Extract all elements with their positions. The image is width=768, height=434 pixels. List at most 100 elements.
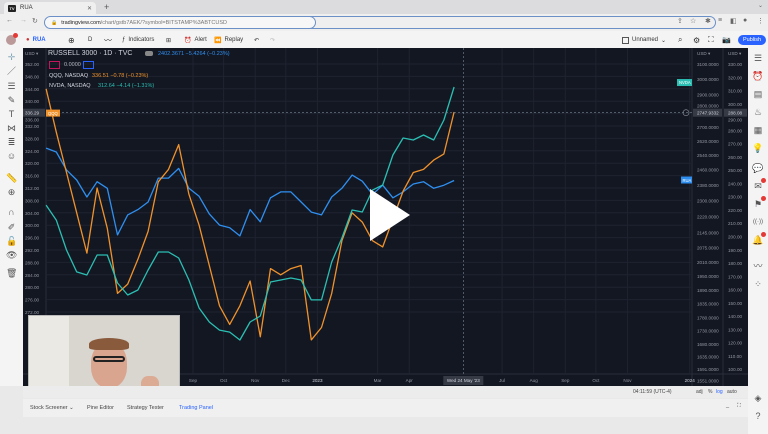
right-axis2-tick-label: 150.00 xyxy=(728,301,742,306)
rua-tag-bg xyxy=(681,176,692,184)
brush-icon[interactable]: ✎ xyxy=(7,95,16,105)
undo-button[interactable]: ↶ xyxy=(254,35,259,45)
forward-icon[interactable]: → xyxy=(20,17,27,24)
nvda-line[interactable] xyxy=(45,86,455,341)
stay-drawing-icon[interactable]: ✐ xyxy=(7,222,16,232)
address-bar-extent[interactable] xyxy=(300,16,716,29)
messages-icon[interactable]: ✉ xyxy=(752,178,766,192)
video-play-button[interactable] xyxy=(370,189,410,241)
crosshair-icon[interactable]: ✛ xyxy=(7,52,16,62)
ideas-stream-icon[interactable]: ⚑ xyxy=(752,196,766,210)
alert-button[interactable]: ⏰ Alert xyxy=(184,35,207,45)
indicators-button[interactable]: ƒ Indicators xyxy=(122,35,154,45)
chats-icon[interactable]: 💬 xyxy=(752,163,764,173)
alarm-clock-icon[interactable]: ⏰ xyxy=(752,71,764,81)
pattern-icon[interactable]: ⋈ xyxy=(7,123,16,133)
left-price-axis[interactable] xyxy=(23,48,46,374)
help-icon[interactable]: ? xyxy=(755,411,761,421)
tab-stock-screener[interactable]: Stock Screener ⌄ xyxy=(30,405,74,411)
text-icon[interactable]: T xyxy=(8,109,15,119)
qqq-name[interactable]: QQQ, NASDAQ xyxy=(49,73,89,79)
lock-icon[interactable]: 🔓 xyxy=(6,236,18,246)
notifications-bell-icon[interactable]: 🔔 xyxy=(752,232,766,246)
tab-pine-editor[interactable]: Pine Editor xyxy=(87,405,114,411)
left-axis-tick-label: 348.00 xyxy=(25,74,39,79)
adj-toggle[interactable]: adj xyxy=(696,389,703,395)
chart-type-button[interactable]: 〰 xyxy=(104,35,112,45)
clock-time[interactable]: 04:11:59 (UTC-4) xyxy=(633,389,672,395)
fib-retracement-icon[interactable]: ☰ xyxy=(7,81,16,91)
templates-button[interactable]: ⊞ xyxy=(166,35,171,45)
interval-button[interactable]: D xyxy=(88,35,92,45)
right-axis1-tick-label: 1835.0000 xyxy=(697,302,719,307)
trend-line-icon[interactable]: ／ xyxy=(6,66,16,76)
zoom-in-icon[interactable]: ⊕ xyxy=(7,187,16,197)
side-panel-icon[interactable]: ◧ xyxy=(730,18,737,25)
log-toggle[interactable]: log xyxy=(716,389,723,395)
trash-icon[interactable]: 🗑 xyxy=(6,268,18,278)
notes-icon[interactable]: ▤ xyxy=(753,89,763,99)
wave-icon[interactable]: 〰 xyxy=(753,261,763,271)
icons-tool-icon[interactable]: ☺ xyxy=(6,151,17,161)
eye-toggle-icon[interactable] xyxy=(145,51,153,56)
browser-menu-icon[interactable]: ⋮ xyxy=(757,18,764,25)
address-bar[interactable]: 🔒 tradingview.com /chart/gstb7AEK/?symbo… xyxy=(44,16,316,29)
auto-toggle[interactable]: auto xyxy=(727,389,737,395)
right-axis2-tick-label: 270.00 xyxy=(728,142,742,147)
nvda-tag-bg xyxy=(677,79,692,87)
symbol-search-button[interactable]: ● RUA xyxy=(26,35,46,45)
tab-strategy-tester[interactable]: Strategy Tester xyxy=(127,405,164,411)
compare-color-box-blue[interactable] xyxy=(83,61,94,69)
reload-icon[interactable]: ↻ xyxy=(32,18,38,25)
compare-symbol-button[interactable]: ⊕ xyxy=(68,35,75,45)
media-icon[interactable]: ≡ xyxy=(718,17,723,24)
new-tab-icon[interactable]: + xyxy=(104,2,110,12)
lightbulb-icon[interactable]: 💡 xyxy=(752,143,764,153)
chevron-down-icon: ⌄ xyxy=(661,37,667,44)
redo-button[interactable]: ↷ xyxy=(270,35,275,45)
ruler-icon[interactable]: 📏 xyxy=(6,173,18,183)
maximize-panel-icon[interactable]: ⛶ xyxy=(737,403,741,409)
calendar-icon[interactable]: ▦ xyxy=(753,125,763,135)
layout-button[interactable]: Unnamed ⌄ xyxy=(622,35,666,45)
compare-color-box-red[interactable] xyxy=(49,61,60,69)
right-axis1-tick-label: 2010.0000 xyxy=(697,260,719,265)
hotlist-fire-icon[interactable]: ♨ xyxy=(753,107,763,117)
broadcast-icon[interactable]: ((·)) xyxy=(753,219,763,225)
extensions-icon[interactable]: ✱ xyxy=(705,18,711,25)
left-axis-tick-label: 316.00 xyxy=(25,174,39,179)
main-series-title[interactable]: RUSSELL 3000 · 1D · TVC xyxy=(48,50,133,57)
bookmark-star-icon[interactable]: ☆ xyxy=(690,18,697,25)
settings-button[interactable]: ⚙ xyxy=(693,35,700,45)
fullscreen-button[interactable]: ⛶ xyxy=(708,35,714,45)
user-avatar[interactable] xyxy=(6,33,18,45)
search-button[interactable]: ⌕ xyxy=(678,35,682,45)
crosshair-add-icon[interactable] xyxy=(682,109,690,117)
replay-button[interactable]: ⏪ Replay xyxy=(214,35,243,45)
share-icon[interactable]: ⇪ xyxy=(677,18,683,25)
browser-tab[interactable]: TV RUA ✕ xyxy=(4,2,96,14)
publish-button[interactable]: Publish xyxy=(738,35,767,45)
snapshot-button[interactable]: 📷 xyxy=(722,35,731,45)
forecast-icon[interactable]: ≣ xyxy=(7,137,16,147)
tab-list-chevron-icon[interactable]: ⌄ xyxy=(758,3,764,9)
left-axis-tick-label: 324.00 xyxy=(25,149,39,154)
layers-icon[interactable]: ◈ xyxy=(754,393,762,403)
watchlist-icon[interactable]: ☰ xyxy=(753,53,763,63)
right-axis1-tick-label: 2380.0000 xyxy=(697,183,719,188)
dots-grid-icon[interactable]: ⁘ xyxy=(754,279,762,289)
close-tab-icon[interactable]: ✕ xyxy=(86,5,92,12)
left-axis-tick-label: 304.00 xyxy=(25,211,39,216)
back-icon[interactable]: ← xyxy=(6,17,13,24)
right-axis2-tick-label: 130.00 xyxy=(728,327,742,332)
minimize-panel-icon[interactable]: _ xyxy=(726,403,730,409)
magnet-icon[interactable]: ∩ xyxy=(8,207,15,217)
time-axis-tick-label: Mar xyxy=(374,378,382,383)
time-axis-tick-label: Nov xyxy=(623,378,632,383)
profile-icon[interactable]: ● xyxy=(743,17,748,24)
eye-icon[interactable]: 👁 xyxy=(6,250,18,260)
nvda-name[interactable]: NVDA, NASDAQ xyxy=(49,83,91,89)
time-axis-tick-label: Dec xyxy=(282,378,291,383)
percent-toggle[interactable]: % xyxy=(708,389,713,395)
tab-trading-panel[interactable]: Trading Panel xyxy=(179,405,214,411)
